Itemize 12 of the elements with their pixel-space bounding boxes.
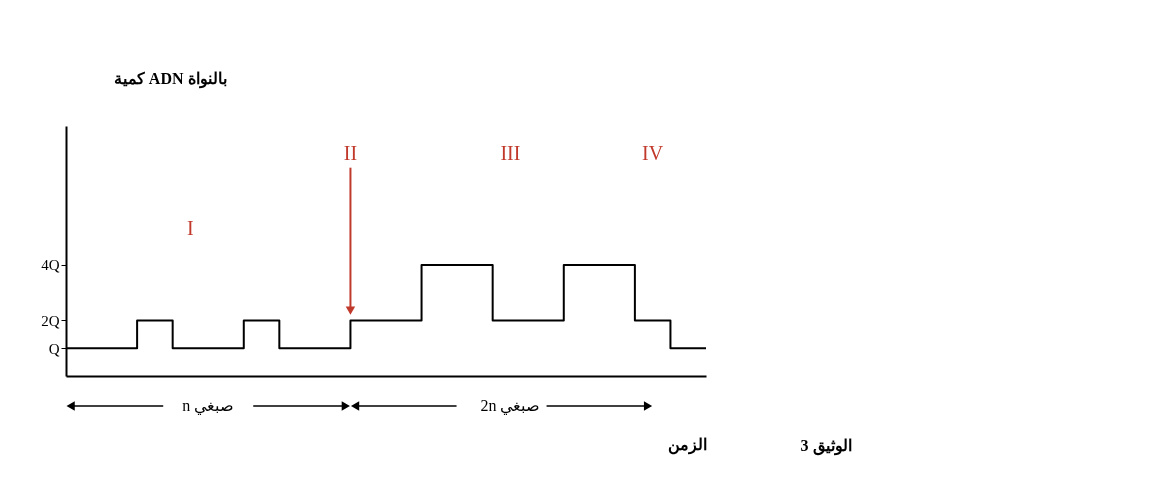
text: الوثيق 3 (800, 437, 852, 456)
annotation: I (187, 216, 194, 239)
y-tick-label: Q (48, 340, 60, 357)
annotation: IV (642, 141, 664, 164)
x-axis-title: الزمن (667, 435, 707, 455)
y-tick-label: 2Q (41, 312, 60, 329)
annotation: III (500, 141, 521, 164)
text: n صبغي (182, 397, 235, 415)
y-axis-title: كمية ADN بالنواة (113, 69, 227, 89)
text: 2n صبغي (480, 397, 541, 415)
y-tick-label: 4Q (41, 257, 60, 274)
annotation: II (343, 141, 358, 164)
